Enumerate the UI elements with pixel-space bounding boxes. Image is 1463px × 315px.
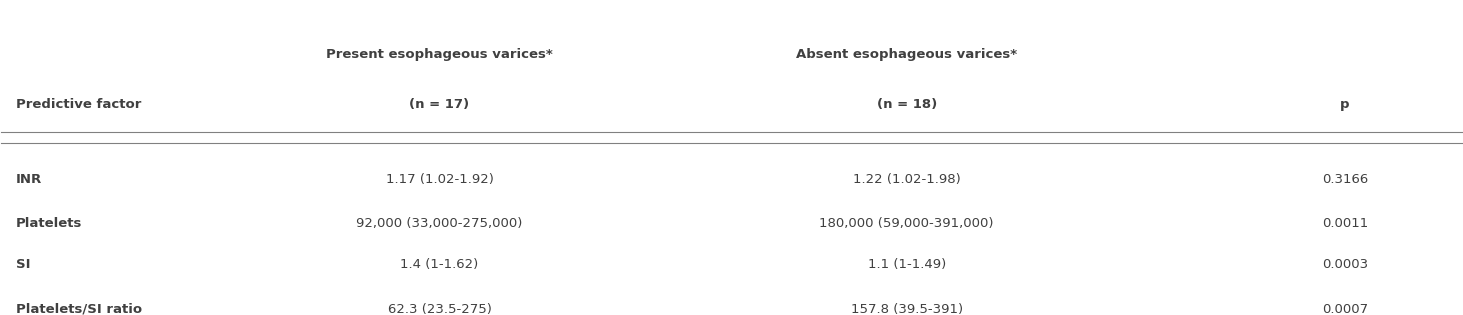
Text: Predictive factor: Predictive factor bbox=[16, 99, 142, 112]
Text: 0.0007: 0.0007 bbox=[1321, 303, 1368, 315]
Text: INR: INR bbox=[16, 173, 42, 186]
Text: Platelets: Platelets bbox=[16, 217, 82, 230]
Text: (n = 18): (n = 18) bbox=[876, 99, 936, 112]
Text: SI: SI bbox=[16, 258, 31, 271]
Text: 0.3166: 0.3166 bbox=[1321, 173, 1368, 186]
Text: 92,000 (33,000-275,000): 92,000 (33,000-275,000) bbox=[357, 217, 522, 230]
Text: 180,000 (59,000-391,000): 180,000 (59,000-391,000) bbox=[819, 217, 993, 230]
Text: 157.8 (39.5-391): 157.8 (39.5-391) bbox=[850, 303, 963, 315]
Text: p: p bbox=[1340, 99, 1349, 112]
Text: 1.4 (1-1.62): 1.4 (1-1.62) bbox=[401, 258, 478, 271]
Text: (n = 17): (n = 17) bbox=[410, 99, 470, 112]
Text: Absent esophageous varices*: Absent esophageous varices* bbox=[796, 48, 1017, 61]
Text: 1.1 (1-1.49): 1.1 (1-1.49) bbox=[868, 258, 947, 271]
Text: 0.0003: 0.0003 bbox=[1321, 258, 1368, 271]
Text: Present esophageous varices*: Present esophageous varices* bbox=[326, 48, 553, 61]
Text: Platelets/SI ratio: Platelets/SI ratio bbox=[16, 303, 142, 315]
Text: 0.0011: 0.0011 bbox=[1321, 217, 1368, 230]
Text: 1.17 (1.02-1.92): 1.17 (1.02-1.92) bbox=[386, 173, 493, 186]
Text: 62.3 (23.5-275): 62.3 (23.5-275) bbox=[388, 303, 492, 315]
Text: 1.22 (1.02-1.98): 1.22 (1.02-1.98) bbox=[853, 173, 961, 186]
